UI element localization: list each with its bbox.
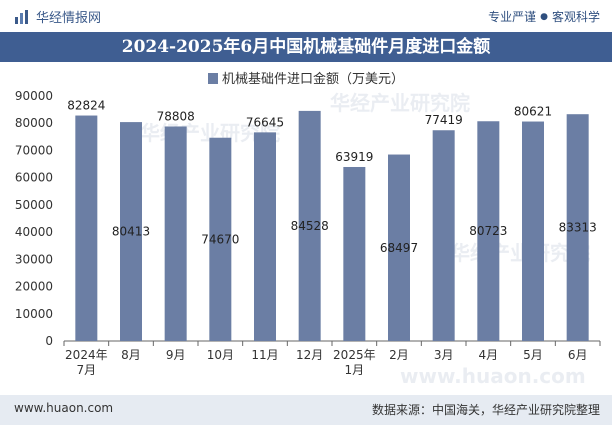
data-label: 63919 <box>335 150 373 164</box>
legend-swatch <box>207 73 218 84</box>
y-tick-label: 20000 <box>15 280 53 294</box>
x-tick-label: 2月 <box>389 348 409 362</box>
data-label: 84528 <box>291 219 329 233</box>
bar <box>298 110 321 341</box>
bar-layer <box>75 110 589 342</box>
y-tick-label: 80000 <box>15 116 53 130</box>
y-tick-label: 0 <box>45 334 53 348</box>
legend-label: 机械基础件进口金额（万美元） <box>221 72 404 87</box>
data-label: 77419 <box>425 113 463 127</box>
x-tick-label: 8月 <box>121 348 141 362</box>
data-label: 82824 <box>67 99 105 113</box>
y-tick-label: 10000 <box>15 307 53 321</box>
footer-url: www.huaon.com <box>14 401 114 415</box>
bar <box>388 154 410 341</box>
bullet-icon: ● <box>540 12 548 22</box>
x-tick-label: 6月 <box>568 348 588 362</box>
bar <box>566 114 589 342</box>
data-label: 80413 <box>112 225 150 239</box>
bar <box>343 166 366 341</box>
data-label: 83313 <box>559 221 597 235</box>
bar <box>120 122 142 341</box>
y-tick-label: 70000 <box>15 143 53 157</box>
bar <box>75 115 98 341</box>
data-label: 80723 <box>469 224 507 238</box>
x-tick-label: 4月 <box>479 348 499 362</box>
y-tick-label: 50000 <box>15 198 53 212</box>
data-label: 80621 <box>514 105 552 119</box>
x-tick-label: 2024年 7月 <box>65 348 108 377</box>
label-layer: 82824 80413 78808 74670 76645 84528 63919 68497… <box>67 99 597 255</box>
bar <box>254 132 276 341</box>
x-tick-label: 2025年 1月 <box>333 348 376 377</box>
footer-source: 数据来源：中国海关，华经产业研究院整理 <box>371 403 600 417</box>
top-bar: 华经情报网 专业严谨 ● 客观科学 <box>0 0 612 32</box>
chart-title: 2024-2025年6月中国机械基础件月度进口金额 <box>0 32 612 62</box>
x-tick-label: 12月 <box>296 348 323 362</box>
bar <box>522 121 544 341</box>
footer: www.huaon.com 数据来源：中国海关，华经产业研究院整理 <box>0 395 612 425</box>
x-tick-label: 3月 <box>434 348 454 362</box>
bar <box>164 126 187 342</box>
data-label: 76645 <box>246 115 284 129</box>
tagline-right: 客观科学 <box>551 10 600 24</box>
brand-name: 华经情报网 <box>36 11 102 26</box>
y-tick-label: 40000 <box>15 225 53 239</box>
watermark-text: www.huaon.com <box>400 364 586 388</box>
data-label: 68497 <box>380 241 418 255</box>
y-tick-label: 30000 <box>15 252 53 266</box>
x-tick-label: 11月 <box>251 348 278 362</box>
bar <box>432 130 455 341</box>
x-tick-label: 9月 <box>166 348 186 362</box>
brand-logo-icon <box>15 9 28 24</box>
x-tick-label: 10月 <box>207 348 234 362</box>
tagline-left: 专业严谨 <box>488 10 537 24</box>
axis-layer: 0 10000 20000 30000 40000 50000 60000 70000 8000… <box>15 89 601 377</box>
y-tick-label: 90000 <box>15 89 53 103</box>
data-label: 74670 <box>201 232 239 246</box>
tagline: 专业严谨 ● 客观科学 <box>488 8 600 25</box>
bar <box>209 137 232 341</box>
y-tick-label: 60000 <box>15 171 53 185</box>
data-label: 78808 <box>157 109 195 123</box>
bar <box>477 121 500 341</box>
chart-legend: 机械基础件进口金额（万美元） <box>0 68 612 87</box>
brand: 华经情报网 <box>14 7 101 26</box>
watermark-text: 华经产业研究院 <box>330 91 470 115</box>
x-tick-label: 5月 <box>523 348 543 362</box>
